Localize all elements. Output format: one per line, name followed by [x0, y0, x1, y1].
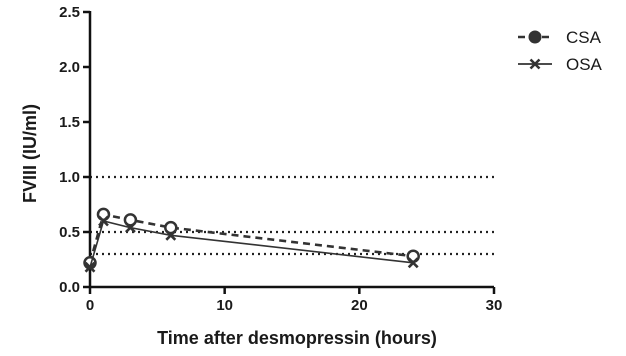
legend: CSA OSA: [518, 28, 603, 74]
y-axis-title: FVIII (IU/ml): [20, 104, 40, 203]
x-tick-label: 30: [486, 297, 503, 314]
series-layer: [83, 207, 420, 273]
series-csa: [83, 207, 420, 270]
axes: [83, 10, 496, 294]
y-tick-label: 1.0: [59, 169, 80, 186]
x-tick-label: 0: [86, 297, 94, 314]
data-point-csa: [164, 220, 178, 235]
data-point-osa: [165, 229, 177, 241]
legend-label: OSA: [566, 55, 603, 74]
series-line-osa: [89, 220, 414, 268]
data-point-osa: [407, 257, 419, 269]
y-tick-label: 0.0: [59, 279, 80, 296]
y-tick-label: 0.5: [59, 224, 80, 241]
y-tick-label: 2.0: [59, 59, 80, 76]
y-tick-label: 2.5: [59, 4, 80, 21]
legend-label: CSA: [566, 28, 602, 47]
x-axis-title: Time after desmopressin (hours): [157, 328, 437, 348]
data-point-osa: [124, 222, 136, 234]
series-osa: [84, 215, 419, 273]
series-line-csa: [88, 212, 414, 264]
data-point-osa: [98, 215, 109, 227]
legend-item-osa: OSA: [518, 55, 603, 74]
legend-item-csa: CSA: [518, 28, 602, 47]
y-tick-label: 1.5: [59, 114, 80, 131]
legend-marker: [529, 58, 541, 70]
legend-marker: [528, 30, 542, 44]
tick-labels: 0.0 0.5 1.0 1.5 2.0 2.5 0 10 20 30: [59, 4, 502, 314]
x-tick-label: 10: [216, 297, 233, 314]
data-point-osa: [84, 261, 96, 273]
data-point-csa: [123, 213, 138, 227]
x-tick-label: 20: [351, 297, 368, 314]
